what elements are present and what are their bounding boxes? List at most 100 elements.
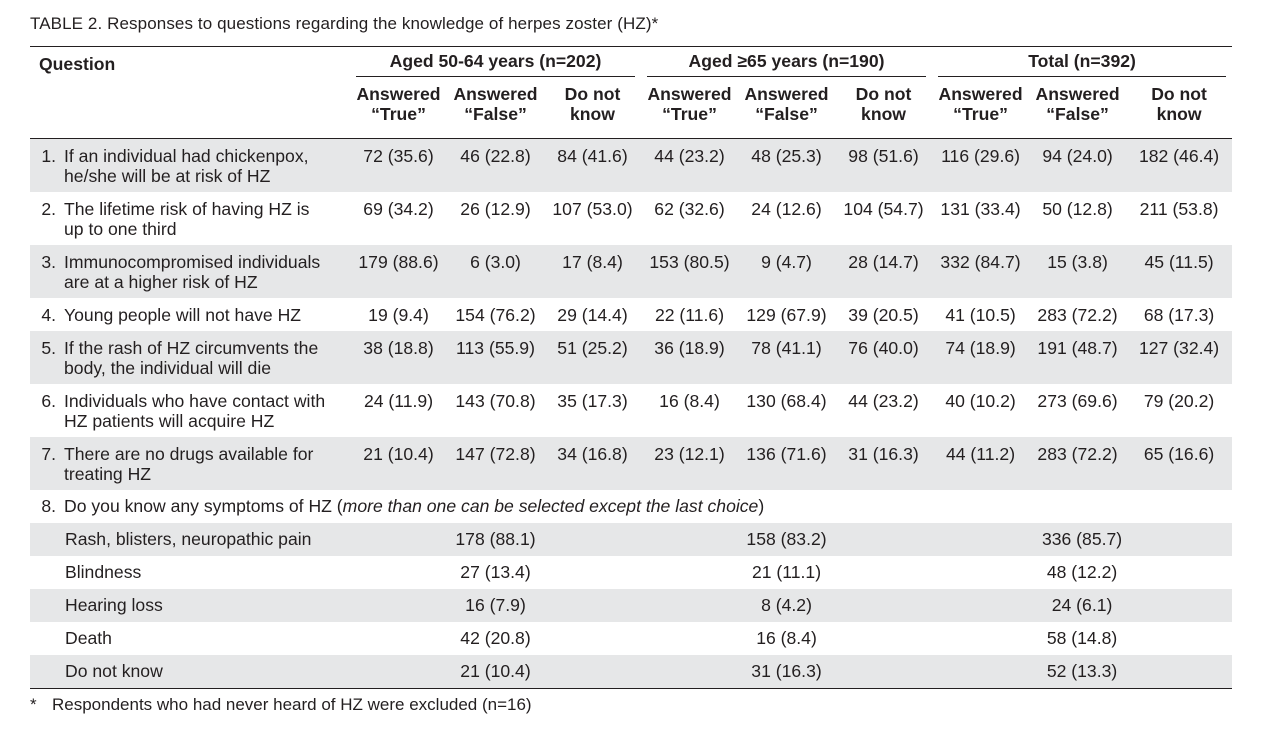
symptom-value: 21 (11.1) <box>751 562 822 582</box>
symptom-value: 336 (85.7) <box>932 522 1233 556</box>
value-cell: 127 (32.4) <box>1126 330 1233 384</box>
question-text: Individuals who have contact with HZ pati… <box>64 390 326 431</box>
value-cell: 17 (8.4) <box>544 244 641 298</box>
question-number: 8. <box>41 496 56 516</box>
subheader-answered-false: Answered “False” <box>447 80 544 139</box>
question-number: 4. <box>41 304 56 325</box>
table-row: 5. If the rash of HZ circumvents the body,… <box>30 330 1233 384</box>
question-8-row: 8. Do you know any symptoms of HZ (more t… <box>30 490 1232 523</box>
symptom-row: Do not know 21 (10.4) 31 (16.3) 52 (13.3) <box>30 654 1233 688</box>
value-cell: 44 (23.2) <box>848 390 919 411</box>
symptom-row: Blindness 27 (13.4) 21 (11.1) 48 (12.2) <box>30 556 1232 589</box>
value-cell: 29 (14.4) <box>557 304 628 325</box>
value-cell: 24 (11.9) <box>363 390 434 411</box>
table-caption: TABLE 2. Responses to questions regardin… <box>30 14 658 34</box>
knowledge-table: Question Aged 50-64 years (n=202) Aged ≥… <box>30 46 1233 689</box>
subheader-answered-true: Answered “True” <box>932 80 1030 139</box>
subheader-do-not-know: Do not know <box>1126 80 1233 139</box>
value-cell: 36 (18.9) <box>641 330 738 384</box>
value-cell: 62 (32.6) <box>654 198 725 219</box>
value-cell: 104 (54.7) <box>843 198 924 219</box>
subheader-answered-true: Answered “True” <box>350 80 447 139</box>
value-cell: 79 (20.2) <box>1143 390 1215 411</box>
value-cell: 116 (29.6) <box>932 138 1030 192</box>
symptom-label: Hearing loss <box>30 588 350 622</box>
symptom-value: 27 (13.4) <box>460 562 531 582</box>
symptom-value: 58 (14.8) <box>1046 628 1118 648</box>
table-row: 6. Individuals who have contact with HZ pa… <box>30 384 1232 437</box>
symptom-value: 48 (12.2) <box>1046 562 1118 582</box>
subheader-answered-false: Answered “False” <box>738 80 835 139</box>
table-row: 2. The lifetime risk of having HZ is up to… <box>30 192 1232 245</box>
symptom-value: 21 (10.4) <box>350 654 641 688</box>
question-number: 3. <box>41 251 56 272</box>
symptom-value: 8 (4.2) <box>641 588 933 622</box>
value-cell: 19 (9.4) <box>368 304 429 325</box>
question-note: more than one can be selected except the… <box>342 496 759 516</box>
value-cell: 44 (23.2) <box>641 138 738 192</box>
value-cell: 44 (11.2) <box>932 436 1030 490</box>
value-cell: 74 (18.9) <box>932 330 1030 384</box>
table-label: TABLE 2. <box>30 14 103 33</box>
question-text: There are no drugs available for treating… <box>64 443 314 484</box>
question-number: 7. <box>41 443 56 464</box>
value-cell: 283 (72.2) <box>1037 304 1118 325</box>
value-cell: 191 (48.7) <box>1029 330 1127 384</box>
table-row: 4. Young people will not have HZ 19 (9.4) 1… <box>30 298 1232 331</box>
question-text: If an individual had chickenpox, he/she w… <box>64 146 309 186</box>
symptom-row: Rash, blisters, neuropathic pain 178 (88.… <box>30 522 1233 556</box>
value-cell: 23 (12.1) <box>641 436 738 490</box>
value-cell: 6 (3.0) <box>447 244 544 298</box>
value-cell: 72 (35.6) <box>350 138 447 192</box>
question-8-cell: 8. Do you know any symptoms of HZ (more t… <box>30 490 1232 523</box>
symptom-value: 52 (13.3) <box>932 654 1233 688</box>
table-body: 1. If an individual had chickenpox, he/she… <box>30 138 1233 688</box>
question-cell: 2. The lifetime risk of having HZ is up to… <box>30 192 350 245</box>
table-row: 7. There are no drugs available for treati… <box>30 436 1233 490</box>
group-header-total: Total (n=392) <box>932 47 1232 81</box>
question-number: 6. <box>41 390 56 411</box>
table-title: Responses to questions regarding the kno… <box>107 14 659 33</box>
group-header-65-plus: Aged ≥65 years (n=190) <box>641 47 932 81</box>
value-cell: 41 (10.5) <box>945 304 1016 325</box>
question-text: Do you know any symptoms of HZ ( <box>64 496 343 516</box>
question-cell: 1. If an individual had chickenpox, he/she… <box>30 138 350 192</box>
value-cell: 179 (88.6) <box>350 244 447 298</box>
footnote: * Respondents who had never heard of HZ w… <box>30 695 532 715</box>
question-text: If the rash of HZ circumvents the body, t… <box>64 337 319 378</box>
value-cell: 48 (25.3) <box>738 138 835 192</box>
value-cell: 68 (17.3) <box>1143 304 1215 325</box>
value-cell: 28 (14.7) <box>835 244 933 298</box>
question-cell: 7. There are no drugs available for treati… <box>30 436 350 490</box>
value-cell: 22 (11.6) <box>654 304 725 325</box>
value-cell: 9 (4.7) <box>738 244 835 298</box>
symptom-row: Hearing loss 16 (7.9) 8 (4.2) 24 (6.1) <box>30 588 1233 622</box>
value-cell: 143 (70.8) <box>455 390 536 411</box>
question-cell: 4. Young people will not have HZ <box>30 298 350 331</box>
question-text-close: ) <box>758 496 765 516</box>
question-cell: 6. Individuals who have contact with HZ pa… <box>30 384 350 437</box>
value-cell: 153 (80.5) <box>641 244 738 298</box>
symptom-row: Death 42 (20.8) 16 (8.4) 58 (14.8) <box>30 622 1232 655</box>
symptom-value: 16 (8.4) <box>756 628 817 648</box>
value-cell: 65 (16.6) <box>1126 436 1233 490</box>
value-cell: 31 (16.3) <box>835 436 933 490</box>
group-header-50-64: Aged 50-64 years (n=202) <box>350 47 641 81</box>
question-number: 2. <box>41 198 56 219</box>
header-subcolumn-row: Answered “True” Answered “False” Do not know A… <box>30 80 1233 139</box>
symptom-label: Do not know <box>30 654 350 688</box>
value-cell: 129 (67.9) <box>746 304 827 325</box>
value-cell: 130 (68.4) <box>746 390 827 411</box>
value-cell: 182 (46.4) <box>1126 138 1233 192</box>
question-column-header: Question <box>39 53 116 74</box>
symptom-value: 16 (7.9) <box>350 588 641 622</box>
value-cell: 50 (12.8) <box>1042 198 1113 219</box>
subheader-empty <box>30 80 350 139</box>
table-row: 3. Immunocompromised individuals are at a … <box>30 244 1233 298</box>
value-cell: 46 (22.8) <box>447 138 544 192</box>
symptom-value: 42 (20.8) <box>460 628 531 648</box>
value-cell: 26 (12.9) <box>460 198 531 219</box>
value-cell: 94 (24.0) <box>1029 138 1127 192</box>
symptom-value: 158 (83.2) <box>641 522 933 556</box>
value-cell: 34 (16.8) <box>544 436 641 490</box>
